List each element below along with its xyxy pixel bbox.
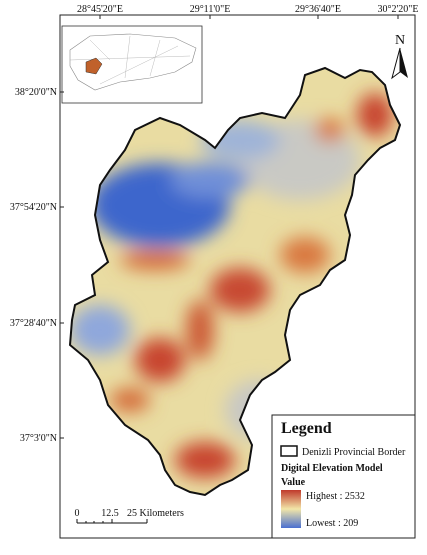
map-frame — [59, 14, 416, 539]
latitude-label: 37°3'0"N — [20, 433, 57, 444]
latitude-label: 38°20'0"N — [15, 87, 57, 98]
dem-ramp — [281, 490, 301, 528]
scale-end: 25 Kilometers — [127, 508, 184, 519]
legend-value: Value — [281, 477, 306, 488]
longitude-label: 30°2'20"E — [378, 4, 419, 15]
legend-title: Legend — [281, 420, 332, 437]
north-label: N — [395, 33, 405, 48]
latitude-label: 37°54'20"N — [10, 202, 57, 213]
border-swatch — [280, 445, 298, 457]
legend-lowest: Lowest : 209 — [306, 518, 358, 529]
legend-border: Denizli Provincial Border — [302, 447, 406, 458]
latitude-label: 37°28'40"N — [10, 318, 57, 329]
legend-dem: Digital Elevation Model — [281, 463, 383, 474]
legend-highest: Highest : 2532 — [306, 491, 365, 502]
longitude-label: 29°11'0"E — [190, 4, 231, 15]
scale-bar: 0 12.5 25 Kilometers — [75, 508, 184, 524]
longitude-label: 28°45'20"E — [77, 4, 123, 15]
scale-zero: 0 — [75, 508, 80, 519]
north-arrow: N — [391, 33, 408, 80]
longitude-label: 29°36'40"E — [295, 4, 341, 15]
legend: Legend Denizli Provincial Border Digital… — [271, 414, 416, 539]
scale-mid: 12.5 — [101, 508, 119, 519]
inset-map — [61, 25, 203, 104]
